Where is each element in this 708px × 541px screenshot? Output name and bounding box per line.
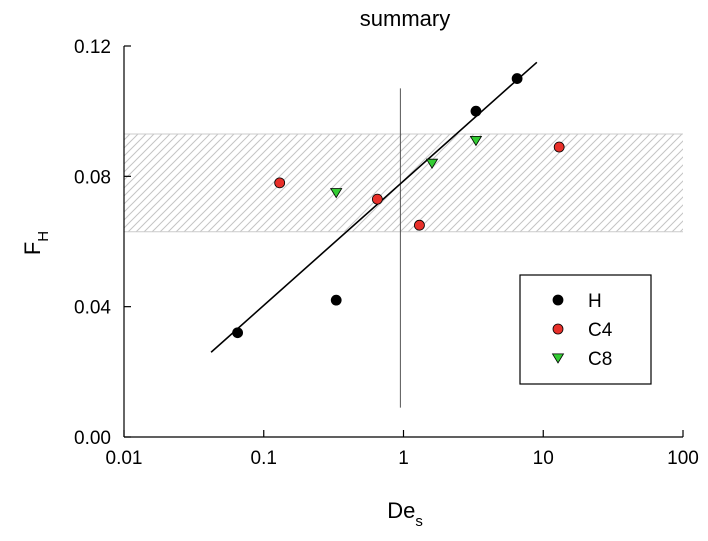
y-tick-label-3: 0.12 (74, 37, 111, 58)
legend: H C4 C8 (520, 275, 651, 384)
x-axis-title: Des (387, 498, 423, 530)
y-axis-title-main: F (20, 242, 45, 255)
x-tick-label-2: 1 (398, 448, 409, 469)
y-axis-title: FH (20, 231, 52, 255)
x-axis-title-sub: s (415, 513, 423, 530)
x-axis-title-main: De (387, 498, 415, 523)
legend-label-h: H (588, 291, 602, 312)
x-tick-label-3: 10 (533, 448, 554, 469)
hatched-band (124, 134, 683, 232)
chart-title: summary (360, 6, 450, 31)
x-tick-label-0: 0.01 (106, 448, 143, 469)
y-axis-title-sub: H (35, 231, 52, 242)
point-h-1 (331, 295, 341, 305)
y-tick-label-2: 0.08 (74, 167, 111, 188)
point-c4-2 (414, 220, 424, 230)
y-tick-label-0: 0.00 (74, 428, 111, 449)
point-h-0 (233, 328, 243, 338)
point-h-3 (512, 74, 522, 84)
legend-marker-h (553, 295, 563, 305)
legend-marker-c4 (553, 324, 563, 334)
legend-label-c8: C8 (588, 349, 612, 370)
point-c4-3 (554, 142, 564, 152)
x-tick-label-4: 100 (667, 448, 699, 469)
point-h-2 (471, 106, 481, 116)
legend-box (520, 275, 651, 384)
legend-label-c4: C4 (588, 320, 613, 341)
y-tick-label-1: 0.04 (74, 298, 111, 319)
point-c4-0 (275, 178, 285, 188)
x-tick-label-1: 0.1 (251, 448, 277, 469)
plot-area: 0.01 0.1 1 10 100 0.00 0.04 0.08 0.12 (74, 37, 699, 469)
point-c4-1 (372, 194, 382, 204)
